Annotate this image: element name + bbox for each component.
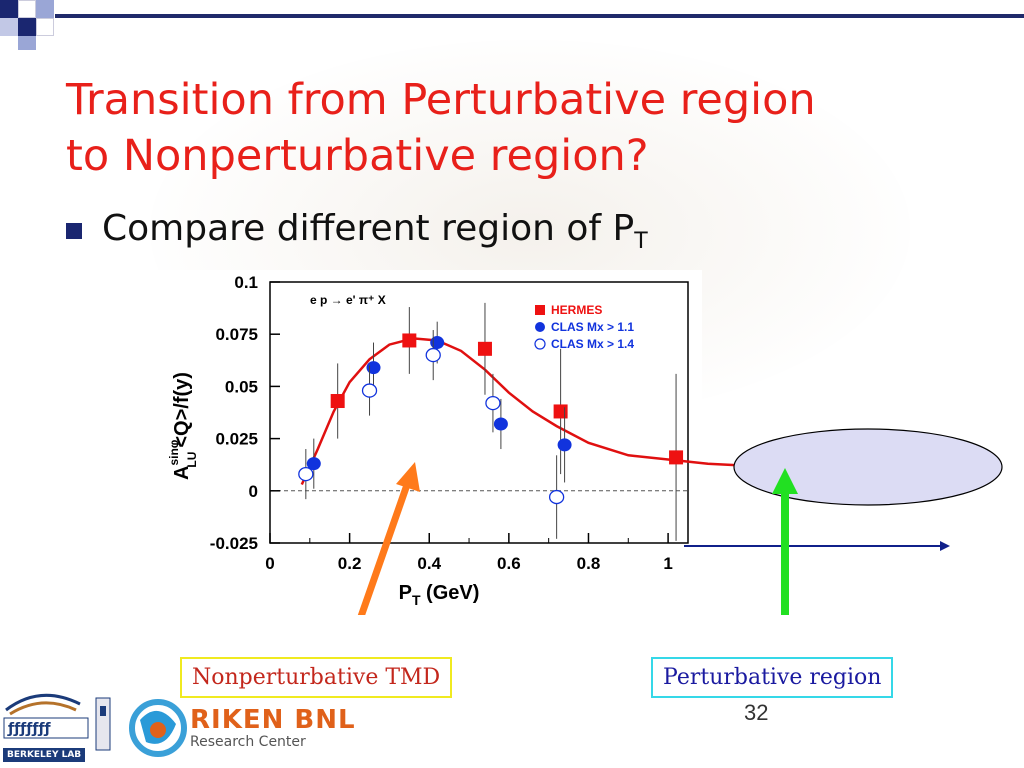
y-tick-label: 0.025 [215,430,258,449]
perturbative-arrowhead [772,468,798,494]
hermes-point [669,450,684,465]
reaction-label: e p → e' π⁺ X [310,293,386,307]
data-points-layer [298,302,684,541]
clas-mx14-point [361,383,378,398]
clas-mx11-point [306,457,321,471]
nonperturbative-tmd-callout: Nonperturbative TMD [180,657,453,698]
y-tick-label: -0.025 [210,534,258,553]
hermes-point [330,394,345,409]
x-tick-label: 0.8 [577,554,601,573]
x-tick-label: 0.6 [497,554,521,573]
clas-mx11-point [493,417,508,431]
perturbative-ellipse [733,428,1003,506]
perturbative-region-callout: Perturbative region [651,657,894,698]
legend-entry: CLAS Mx > 1.4 [551,337,634,351]
tmd-arrowhead [396,462,420,492]
corner-squares-logo [0,0,80,50]
plot-frame [269,281,689,544]
clas-mx11-point [557,438,572,452]
berkeley-lab-label: BERKELEY LAB [3,748,86,762]
legend-marker-hermes [535,305,545,315]
riken-bnl-subtitle: Research Center [190,734,306,750]
legend-entry: HERMES [551,303,602,317]
header-rule [55,14,1024,18]
hermes-point [553,404,568,419]
asymmetry-chart: -0.025 0 0.025 0.05 0.075 0.1 0 0.2 0.4 0.6 0.8 1 PT… [140,270,1003,615]
x-tick-label: 0 [265,554,274,573]
x-tick-label: 1 [663,554,672,573]
tmd-arrow [357,480,412,615]
legend-marker-clas-mx11 [535,322,545,332]
hermes-point [402,333,417,348]
x-tick-label: 0.4 [417,554,441,573]
clas-mx11-point [430,336,445,350]
legend-entry: CLAS Mx > 1.1 [551,320,634,334]
riken-bnl-logo-text: RIKEN BNL [190,705,356,735]
berkeley-lab-logo: ƒƒƒƒƒƒƒ [3,693,111,751]
legend-marker-clas-mx14 [534,338,546,350]
riken-emblem-icon [129,699,187,757]
clas-mx14-point [548,489,565,505]
chart-legend: HERMES CLAS Mx > 1.1 CLAS Mx > 1.4 [534,303,634,351]
y-tick-label: 0.05 [225,377,258,396]
x-tick-label: 0.2 [338,554,362,573]
title-line-2: to Nonperturbative region? [66,131,649,181]
title-line-1: Transition from Perturbative region [66,75,816,125]
clas-mx14-point [485,395,501,411]
x-axis-label: PT (GeV) [399,582,480,608]
y-tick-label: 0 [249,482,258,501]
annotation-overlay [357,428,1003,615]
axis-arrowhead [940,541,950,551]
bullet-main-text: Compare different region of P [102,208,635,249]
clas-mx14-point [298,466,314,482]
institution-logos: ƒƒƒƒƒƒƒ [3,693,187,757]
y-tick-label: 0.075 [215,325,258,344]
bullet-item: Compare different region of PT [66,208,648,254]
bullet-subscript: T [634,229,648,254]
plot-panel [140,270,702,613]
bullet-text: Compare different region of PT [102,208,648,254]
clas-mx11-point [366,361,381,375]
chart-axes: -0.025 0 0.025 0.05 0.075 0.1 0 0.2 0.4 0.6 0.8 1 PT… [167,273,689,608]
square-bullet-icon [66,223,82,239]
y-tick-label: 0.1 [234,273,258,292]
clas-mx14-point [425,347,441,363]
slide-title: Transition from Perturbative region to N… [66,72,966,184]
svg-text:ƒƒƒƒƒƒƒ: ƒƒƒƒƒƒƒ [7,721,52,737]
hermes-point [477,341,492,356]
page-number: 32 [744,700,769,725]
